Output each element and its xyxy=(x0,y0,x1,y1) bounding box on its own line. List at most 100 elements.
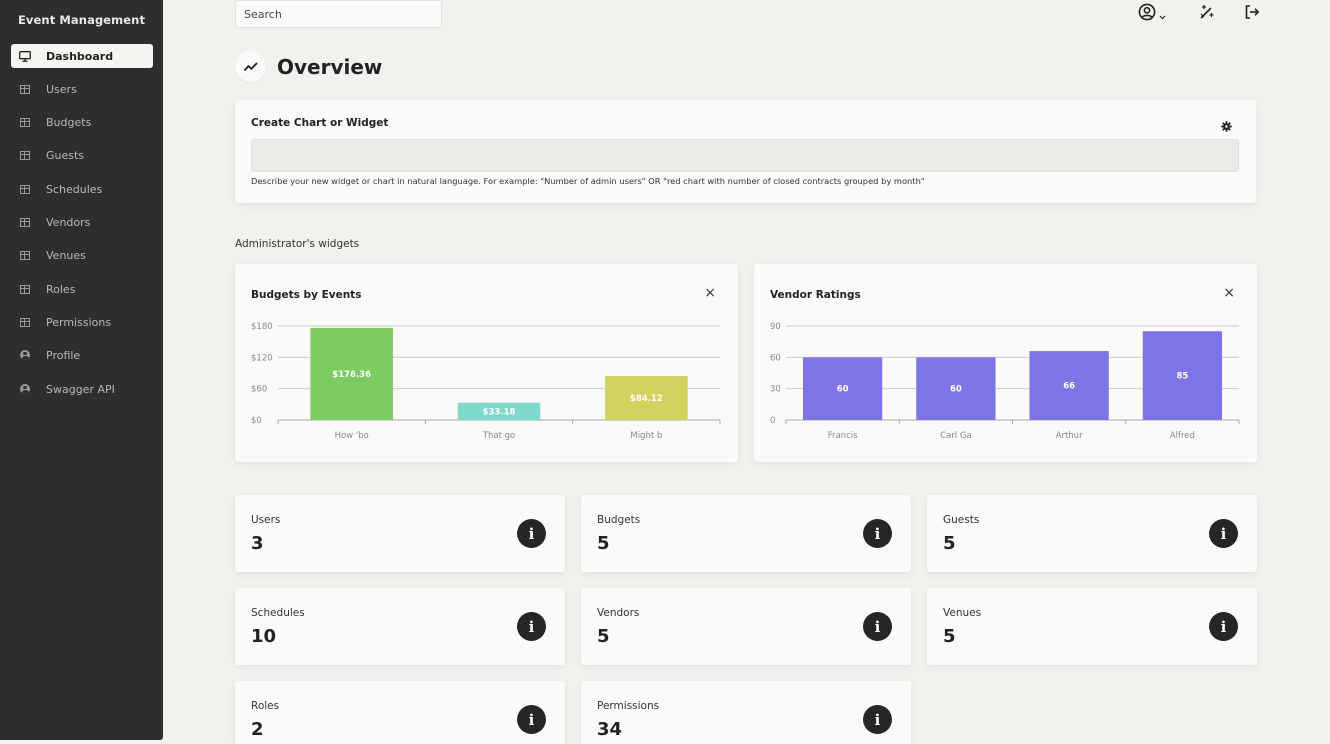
info-icon[interactable]: i xyxy=(517,705,546,734)
magic-wand-button[interactable] xyxy=(1198,4,1216,24)
x-tick-label: Carl Ga xyxy=(940,431,972,441)
stat-card-schedules[interactable]: Schedules 10 i xyxy=(235,588,565,665)
logout-button[interactable] xyxy=(1243,4,1261,24)
y-tick-label: $180 xyxy=(251,322,273,332)
user-circle-icon xyxy=(18,348,32,362)
table-icon xyxy=(18,315,32,329)
sidebar-item-dashboard[interactable]: Dashboard xyxy=(11,44,153,68)
bar[interactable] xyxy=(310,327,393,420)
sidebar-item-label: Budgets xyxy=(46,115,92,129)
stat-card-guests[interactable]: Guests 5 i xyxy=(927,495,1257,572)
sidebar-item-budgets[interactable]: Budgets xyxy=(11,110,153,134)
bar-value-label: $84.12 xyxy=(630,394,663,404)
stat-value: 5 xyxy=(943,533,956,554)
y-tick-label: $0 xyxy=(251,416,262,426)
sidebar-item-label: Guests xyxy=(46,148,85,162)
stat-value: 5 xyxy=(943,626,956,647)
sidebar-item-label: Dashboard xyxy=(46,49,114,63)
y-tick-label: 30 xyxy=(770,385,781,395)
trend-line-icon xyxy=(235,51,266,82)
sidebar-item-vendors[interactable]: Vendors xyxy=(11,210,153,234)
bar[interactable] xyxy=(1142,331,1223,420)
table-icon xyxy=(18,182,32,196)
vendor-ratings-chart-card: Vendor Ratings × 0 30 60 90 60 Francis 60 Carl … xyxy=(754,264,1257,462)
widget-hint-text: Describe your new widget or chart in nat… xyxy=(251,176,925,186)
bar[interactable] xyxy=(802,357,883,420)
info-icon[interactable]: i xyxy=(863,612,892,641)
bar[interactable] xyxy=(1029,351,1109,420)
x-tick-label: Might b xyxy=(630,431,662,441)
sidebar-item-label: Venues xyxy=(46,248,86,262)
stat-card-roles[interactable]: Roles 2 i xyxy=(235,681,565,744)
sidebar-item-permissions[interactable]: Permissions xyxy=(11,310,153,334)
widgets-section-label: Administrator's widgets xyxy=(235,238,360,250)
gear-icon[interactable] xyxy=(1221,117,1232,136)
sidebar-item-profile[interactable]: Profile xyxy=(11,343,153,367)
create-widget-title: Create Chart or Widget xyxy=(251,117,389,129)
stat-value: 5 xyxy=(597,626,610,647)
close-icon[interactable]: × xyxy=(1223,285,1235,301)
x-tick-label: Alfred xyxy=(1170,431,1195,441)
stat-label: Schedules xyxy=(251,607,305,619)
sidebar-item-swagger-api[interactable]: Swagger API xyxy=(11,377,153,401)
stat-value: 2 xyxy=(251,719,264,740)
table-icon xyxy=(18,282,32,296)
x-tick-label: How 'bo xyxy=(335,431,369,441)
bar-value-label: 85 xyxy=(1176,372,1188,382)
account-menu-button[interactable] xyxy=(1136,3,1168,24)
bar[interactable] xyxy=(605,376,688,420)
stat-label: Permissions xyxy=(597,700,660,712)
info-icon[interactable]: i xyxy=(1209,612,1238,641)
info-icon[interactable]: i xyxy=(863,705,892,734)
stat-card-users[interactable]: Users 3 i xyxy=(235,495,565,572)
sidebar-item-label: Profile xyxy=(46,348,81,362)
info-icon[interactable]: i xyxy=(517,612,546,641)
bar-value-label: 60 xyxy=(950,385,962,395)
brand-title: Event Management xyxy=(17,13,146,27)
vendor-ratings-chart: 0 30 60 90 60 Francis 60 Carl Ga 66 Arthur 85 Alfre… xyxy=(770,322,1240,441)
info-icon[interactable]: i xyxy=(1209,519,1238,548)
stat-card-venues[interactable]: Venues 5 i xyxy=(927,588,1257,665)
stat-card-budgets[interactable]: Budgets 5 i xyxy=(581,495,911,572)
stat-card-permissions[interactable]: Permissions 34 i xyxy=(581,681,911,744)
stat-label: Users xyxy=(251,514,281,526)
create-widget-card: Create Chart or Widget Describe your new… xyxy=(235,100,1256,203)
x-tick-label: Francis xyxy=(828,431,858,441)
chart-title: Vendor Ratings xyxy=(770,289,861,301)
y-tick-label: 0 xyxy=(770,416,775,426)
y-tick-label: $120 xyxy=(251,353,273,363)
search-input[interactable] xyxy=(235,0,442,28)
stat-label: Venues xyxy=(943,607,982,619)
sidebar-item-label: Permissions xyxy=(46,315,112,329)
stat-label: Vendors xyxy=(597,607,640,619)
bar[interactable] xyxy=(457,402,541,420)
bar-value-label: $33.18 xyxy=(483,407,516,417)
chevron-down-icon xyxy=(1159,5,1166,24)
stat-value: 5 xyxy=(597,533,610,554)
sidebar-item-venues[interactable]: Venues xyxy=(11,243,153,267)
table-icon xyxy=(18,82,32,96)
info-icon[interactable]: i xyxy=(863,519,892,548)
sidebar-item-guests[interactable]: Guests xyxy=(11,143,153,167)
sidebar: Event Management Dashboard Users Budgets… xyxy=(0,0,163,740)
sidebar-item-label: Schedules xyxy=(46,182,103,196)
close-icon[interactable]: × xyxy=(704,285,716,301)
stat-label: Budgets xyxy=(597,514,641,526)
y-tick-label: 90 xyxy=(770,322,781,332)
user-circle-icon xyxy=(18,382,32,396)
bar[interactable] xyxy=(916,357,996,420)
magic-wand-icon xyxy=(1199,4,1215,24)
table-icon xyxy=(18,215,32,229)
stat-label: Guests xyxy=(943,514,980,526)
sidebar-item-schedules[interactable]: Schedules xyxy=(11,177,153,201)
stat-card-vendors[interactable]: Vendors 5 i xyxy=(581,588,911,665)
stat-value: 34 xyxy=(597,719,623,740)
sidebar-item-roles[interactable]: Roles xyxy=(11,277,153,301)
chart-title: Budgets by Events xyxy=(251,289,362,301)
info-icon[interactable]: i xyxy=(517,519,546,548)
sidebar-item-label: Roles xyxy=(46,282,76,296)
monitor-icon xyxy=(18,49,32,63)
widget-description-input[interactable] xyxy=(251,139,1239,172)
sidebar-item-users[interactable]: Users xyxy=(11,77,153,101)
x-tick-label: Arthur xyxy=(1056,431,1083,441)
